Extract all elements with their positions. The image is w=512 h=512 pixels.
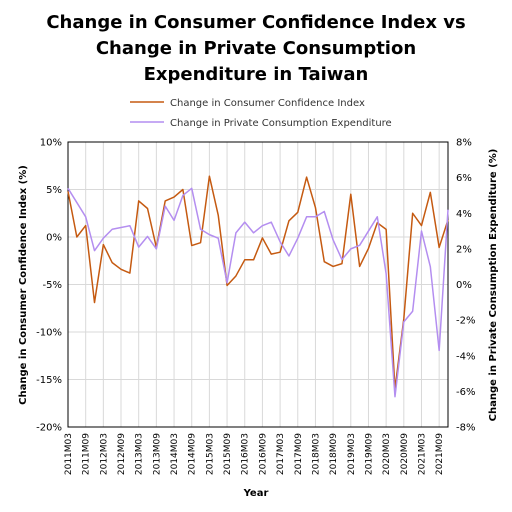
left-tick-label: -20% [36, 423, 62, 434]
x-tick-label: 2012M09 [117, 433, 127, 475]
series-lines [67, 175, 449, 398]
chart-title-line-2: Change in Private Consumption [96, 38, 416, 59]
x-tick-label: 2015M09 [223, 433, 233, 475]
left-axis-title: Change in Consumer Confidence Index (%) [18, 165, 29, 405]
legend-label-private-consumption: Change in Private Consumption Expenditur… [170, 118, 392, 129]
x-tick-label: 2013M03 [135, 433, 145, 475]
x-tick-label: 2017M03 [276, 433, 286, 475]
right-tick-label: 6% [456, 173, 472, 184]
x-tick-label: 2019M09 [364, 433, 374, 475]
x-tick-label: 2015M03 [205, 433, 215, 475]
gridlines [67, 141, 448, 428]
x-tick-label: 2018M09 [329, 433, 339, 475]
x-tick-label: 2014M09 [188, 433, 198, 475]
right-tick-label: 8% [456, 138, 472, 149]
x-axis-title: Year [243, 488, 269, 499]
left-tick-label: -5% [43, 280, 62, 291]
legend-label-consumer-confidence: Change in Consumer Confidence Index [170, 98, 365, 109]
right-tick-label: -4% [456, 351, 475, 362]
left-tick-label: 10% [40, 138, 62, 149]
x-tick-label: 2014M03 [170, 433, 180, 475]
x-tick-label: 2017M09 [294, 433, 304, 475]
right-tick-label: -6% [456, 387, 475, 398]
right-tick-label: -2% [456, 316, 475, 327]
x-tick-label: 2019M03 [347, 433, 357, 475]
right-tick-label: 4% [456, 209, 472, 220]
x-tick-label: 2011M03 [64, 433, 74, 475]
left-tick-label: -15% [36, 375, 62, 386]
x-tick-label: 2021M09 [435, 433, 445, 475]
x-tick-label: 2021M03 [417, 433, 427, 475]
x-tick-label: 2016M09 [258, 433, 268, 475]
x-tick-label: 2013M09 [152, 433, 162, 475]
x-tick-label: 2018M03 [311, 433, 321, 475]
right-tick-label: -8% [456, 423, 475, 434]
series-line-consumer-confidence [67, 175, 449, 390]
right-axis-ticks: 8% 6% 4% 2% 0% -2% -4% -6% -8% [456, 138, 475, 434]
x-axis-ticks: 2011M03 2011M09 2012M03 2012M09 2013M03 2013M… [64, 433, 445, 475]
x-tick-label: 2016M03 [241, 433, 251, 475]
plot-area-border [67, 141, 449, 428]
chart-title-line-3: Expenditure in Taiwan [144, 64, 369, 85]
chart-title-line-1: Change in Consumer Confidence Index vs [46, 12, 465, 33]
right-axis-title: Change in Private Consumption Expenditur… [488, 149, 499, 422]
left-tick-label: 5% [46, 185, 62, 196]
x-tick-label: 2020M09 [400, 433, 410, 475]
series-line-private-consumption [67, 187, 449, 398]
x-tick-label: 2011M09 [82, 433, 92, 475]
left-axis-ticks: 10% 5% 0% -5% -10% -15% -20% [36, 138, 62, 434]
x-tick-label: 2020M03 [382, 433, 392, 475]
left-tick-label: -10% [36, 328, 62, 339]
right-tick-label: 2% [456, 244, 472, 255]
x-tick-label: 2012M03 [99, 433, 109, 475]
right-tick-label: 0% [456, 280, 472, 291]
left-tick-label: 0% [46, 233, 62, 244]
